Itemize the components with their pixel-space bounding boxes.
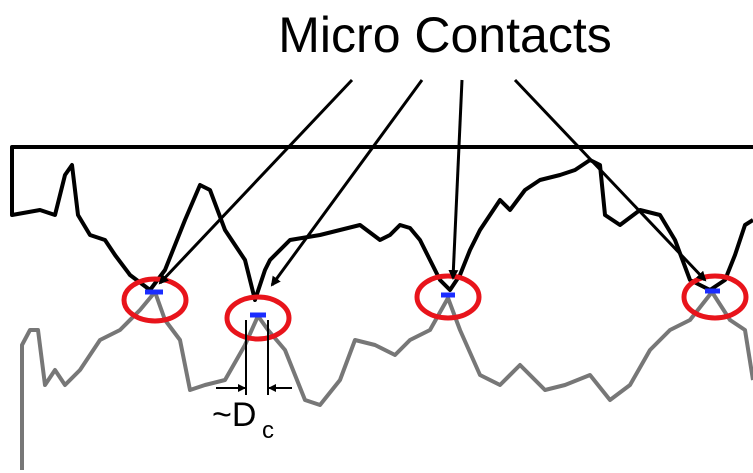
- arrow: [158, 78, 354, 285]
- contact-circle: [681, 273, 749, 321]
- upper-surface: [10, 145, 753, 302]
- title: Micro Contacts: [278, 7, 611, 63]
- contact-circle: [224, 294, 292, 342]
- contacts: [145, 288, 720, 318]
- contact-circle: [121, 276, 189, 324]
- contact-circles: [121, 273, 749, 342]
- dimension-subscript: c: [262, 417, 274, 444]
- arrow: [448, 79, 464, 280]
- pointer-arrows: [158, 78, 707, 287]
- dimension-marker: [216, 320, 292, 395]
- arrow: [270, 79, 424, 287]
- contact-circle: [414, 273, 482, 321]
- arrow: [513, 78, 707, 282]
- dimension-label: ~D: [212, 396, 256, 434]
- lower-surface: [20, 290, 753, 470]
